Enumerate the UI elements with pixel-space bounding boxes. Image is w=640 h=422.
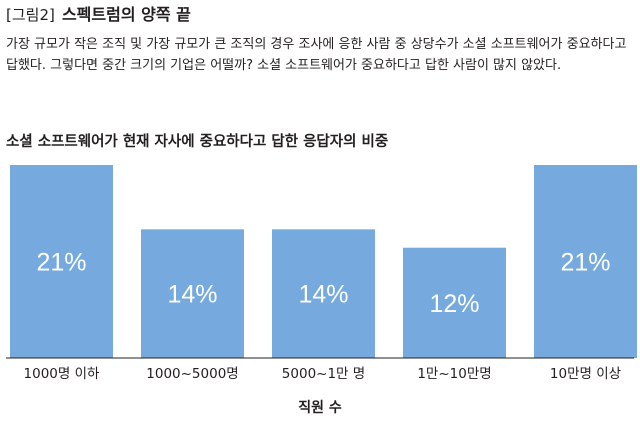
bar-value-label-3: 14% bbox=[298, 281, 348, 309]
category-label-2: 1000~5000명 bbox=[146, 366, 238, 382]
category-label-5: 10만명 이상 bbox=[550, 366, 621, 382]
figure-tag: [그림2] bbox=[6, 6, 55, 24]
category-label-3: 5000~1만 명 bbox=[282, 366, 365, 382]
bar-3 bbox=[272, 229, 375, 358]
x-axis-label: 직원 수 bbox=[298, 399, 342, 416]
bars-group: 21% 14% 14% 12% 21% bbox=[10, 165, 637, 358]
bar-5 bbox=[534, 165, 637, 358]
category-labels-group: 1000명 이하 1000~5000명 5000~1만 명 1만~10만명 10만명 이… bbox=[24, 366, 622, 382]
figure-header: [그림2] 스펙트럼의 양쪽 끝 bbox=[6, 4, 191, 26]
bar-value-label-1: 21% bbox=[36, 249, 86, 277]
bar-value-label-4: 12% bbox=[429, 290, 479, 318]
bar-2 bbox=[141, 229, 244, 358]
bar-value-label-2: 14% bbox=[167, 281, 217, 309]
category-label-4: 1만~10만명 bbox=[417, 366, 491, 382]
bar-1 bbox=[10, 165, 113, 358]
figure-description: 가장 규모가 작은 조직 및 가장 규모가 큰 조직의 경우 조사에 응한 사람… bbox=[6, 37, 627, 73]
chart-title: 소셜 소프트웨어가 현재 자사에 중요하다고 답한 응답자의 비중 bbox=[6, 134, 389, 150]
category-label-1: 1000명 이하 bbox=[24, 366, 100, 382]
bar-4 bbox=[403, 247, 506, 358]
bar-value-label-5: 21% bbox=[560, 249, 610, 277]
figure-title: 스펙트럼의 양쪽 끝 bbox=[61, 5, 191, 24]
